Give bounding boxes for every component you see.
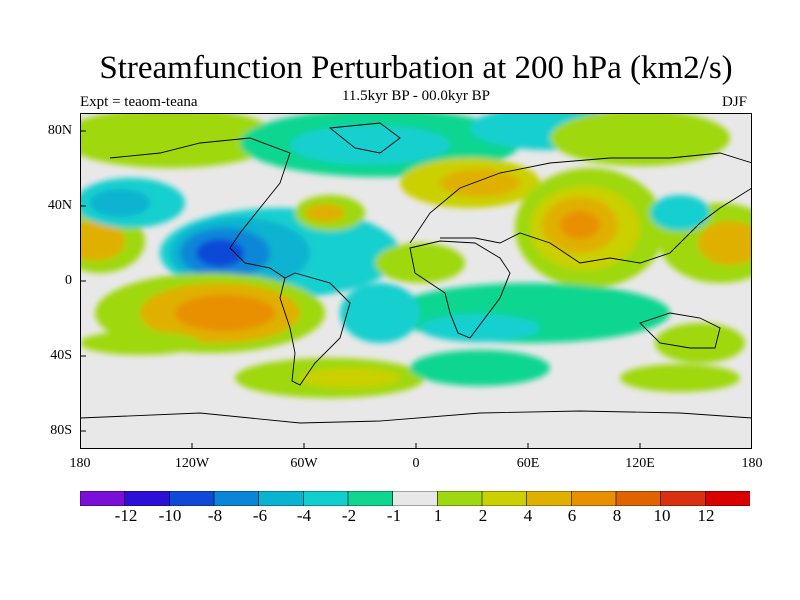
lon-label-0: 0 <box>412 456 420 471</box>
coastlines <box>80 122 752 424</box>
streamfunction-map <box>80 113 752 449</box>
colorbar-swatch <box>258 491 305 506</box>
colorbar-swatch <box>571 491 617 506</box>
colorbar-swatch <box>80 491 126 506</box>
colorbar-label: -2 <box>341 506 357 525</box>
chart-subtitle: 11.5kyr BP - 00.0kyr BP <box>341 88 491 104</box>
lon-label-120w: 120W <box>174 456 210 471</box>
colorbar-swatch <box>437 491 483 506</box>
colorbar-label: -8 <box>207 506 223 525</box>
contour-fill-layer <box>80 113 752 449</box>
chart-title: Streamfunction Perturbation at 200 hPa (… <box>99 50 733 86</box>
colorbar-label: 4 <box>523 506 533 525</box>
colorbar-label: -1 <box>386 506 402 525</box>
colorbar-label: 2 <box>478 506 488 525</box>
lon-label-120e: 120E <box>625 456 655 471</box>
colorbar-label: 1 <box>433 506 443 525</box>
lat-label-80n: 80N <box>47 123 72 138</box>
colorbar-swatch <box>481 491 528 506</box>
colorbar-swatch <box>169 491 215 506</box>
colorbar-swatch <box>347 491 394 506</box>
lat-label-40s: 40S <box>50 348 72 363</box>
lat-label-40n: 40N <box>47 198 72 213</box>
colorbar-label: 12 <box>697 506 715 525</box>
colorbar-swatch <box>705 491 750 506</box>
colorbar-swatch <box>660 491 707 506</box>
colorbar-label: 10 <box>653 506 671 525</box>
colorbar-label: -6 <box>252 506 268 525</box>
lon-label-60e: 60E <box>516 456 540 471</box>
lon-label-180w: 180 <box>69 456 91 471</box>
colorbar <box>80 491 750 506</box>
lat-label-80s: 80S <box>50 423 72 438</box>
colorbar-swatch <box>213 491 260 506</box>
colorbar-swatch <box>615 491 662 506</box>
colorbar-label: 8 <box>612 506 622 525</box>
season-label: DJF <box>722 94 748 110</box>
colorbar-swatch <box>392 491 439 506</box>
colorbar-swatch <box>124 491 171 506</box>
colorbar-swatch <box>526 491 573 506</box>
colorbar-label: -12 <box>114 506 138 525</box>
colorbar-label: 6 <box>567 506 577 525</box>
experiment-label: Expt = teaom-teana <box>80 94 198 110</box>
colorbar-swatch <box>303 491 349 506</box>
colorbar-label: -4 <box>296 506 312 525</box>
tick-marks <box>80 130 641 449</box>
lon-label-180e: 180 <box>741 456 763 471</box>
colorbar-label: -10 <box>158 506 182 525</box>
lat-label-eq: 0 <box>65 273 72 288</box>
lon-label-60w: 60W <box>290 456 318 471</box>
